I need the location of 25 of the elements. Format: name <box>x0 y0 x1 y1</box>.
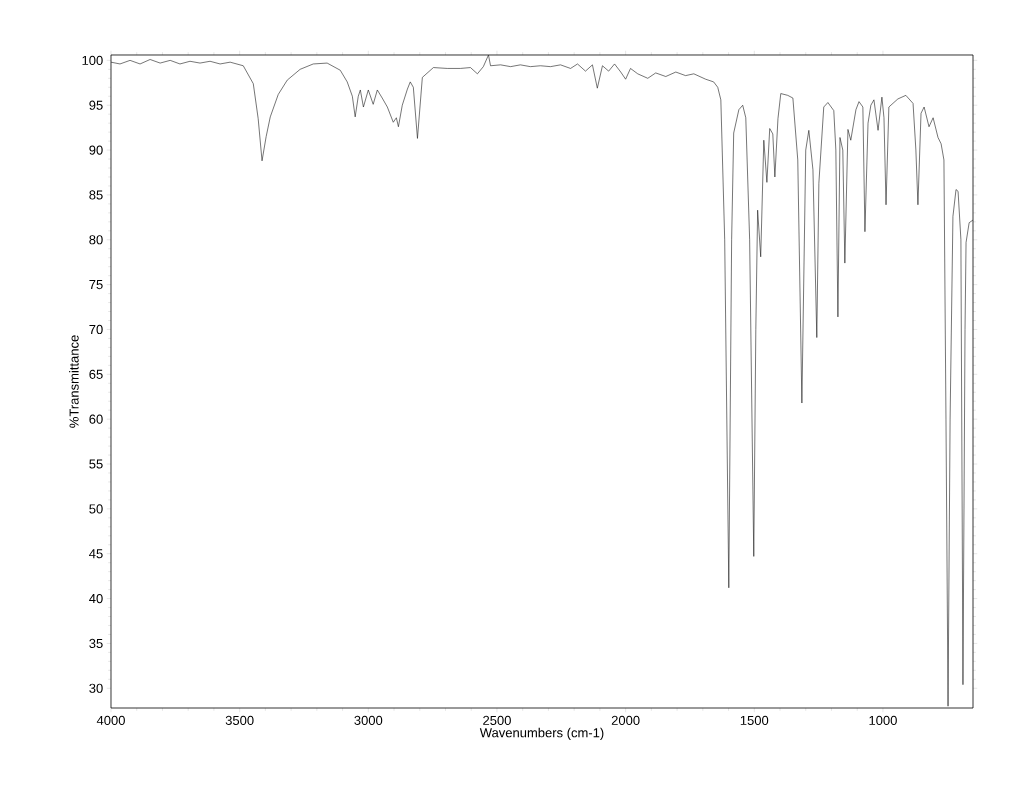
y-tick-label: 35 <box>89 638 103 649</box>
x-tick-label: 3500 <box>225 715 254 725</box>
x-axis-title: Wavenumbers (cm-1) <box>479 727 604 740</box>
x-tick-label: 4000 <box>96 715 125 725</box>
y-tick-label: 40 <box>89 593 103 604</box>
y-tick-label: 75 <box>89 280 103 290</box>
x-tick-label: 1000 <box>869 715 897 725</box>
y-tick-label: 100 <box>82 55 103 65</box>
x-tick-label: 2000 <box>611 715 640 725</box>
y-tick-label: 55 <box>89 459 103 469</box>
x-tick-label: 1500 <box>740 715 769 725</box>
y-tick-label: 45 <box>89 549 103 559</box>
y-tick-label: 50 <box>89 504 103 514</box>
y-tick-label: 95 <box>89 100 103 110</box>
y-tick-label: 85 <box>89 190 103 200</box>
y-tick-label: 70 <box>89 324 103 335</box>
x-tick-label: 3000 <box>354 715 383 725</box>
y-tick-label: 30 <box>89 683 103 693</box>
y-tick-label: 80 <box>89 235 103 245</box>
y-tick-label: 60 <box>89 414 103 424</box>
y-axis-title: %Transmittance <box>69 335 79 428</box>
y-tick-label: 90 <box>89 145 103 155</box>
y-tick-label: 65 <box>89 369 103 379</box>
x-tick-label: 2500 <box>483 715 511 725</box>
line-series <box>110 54 973 707</box>
